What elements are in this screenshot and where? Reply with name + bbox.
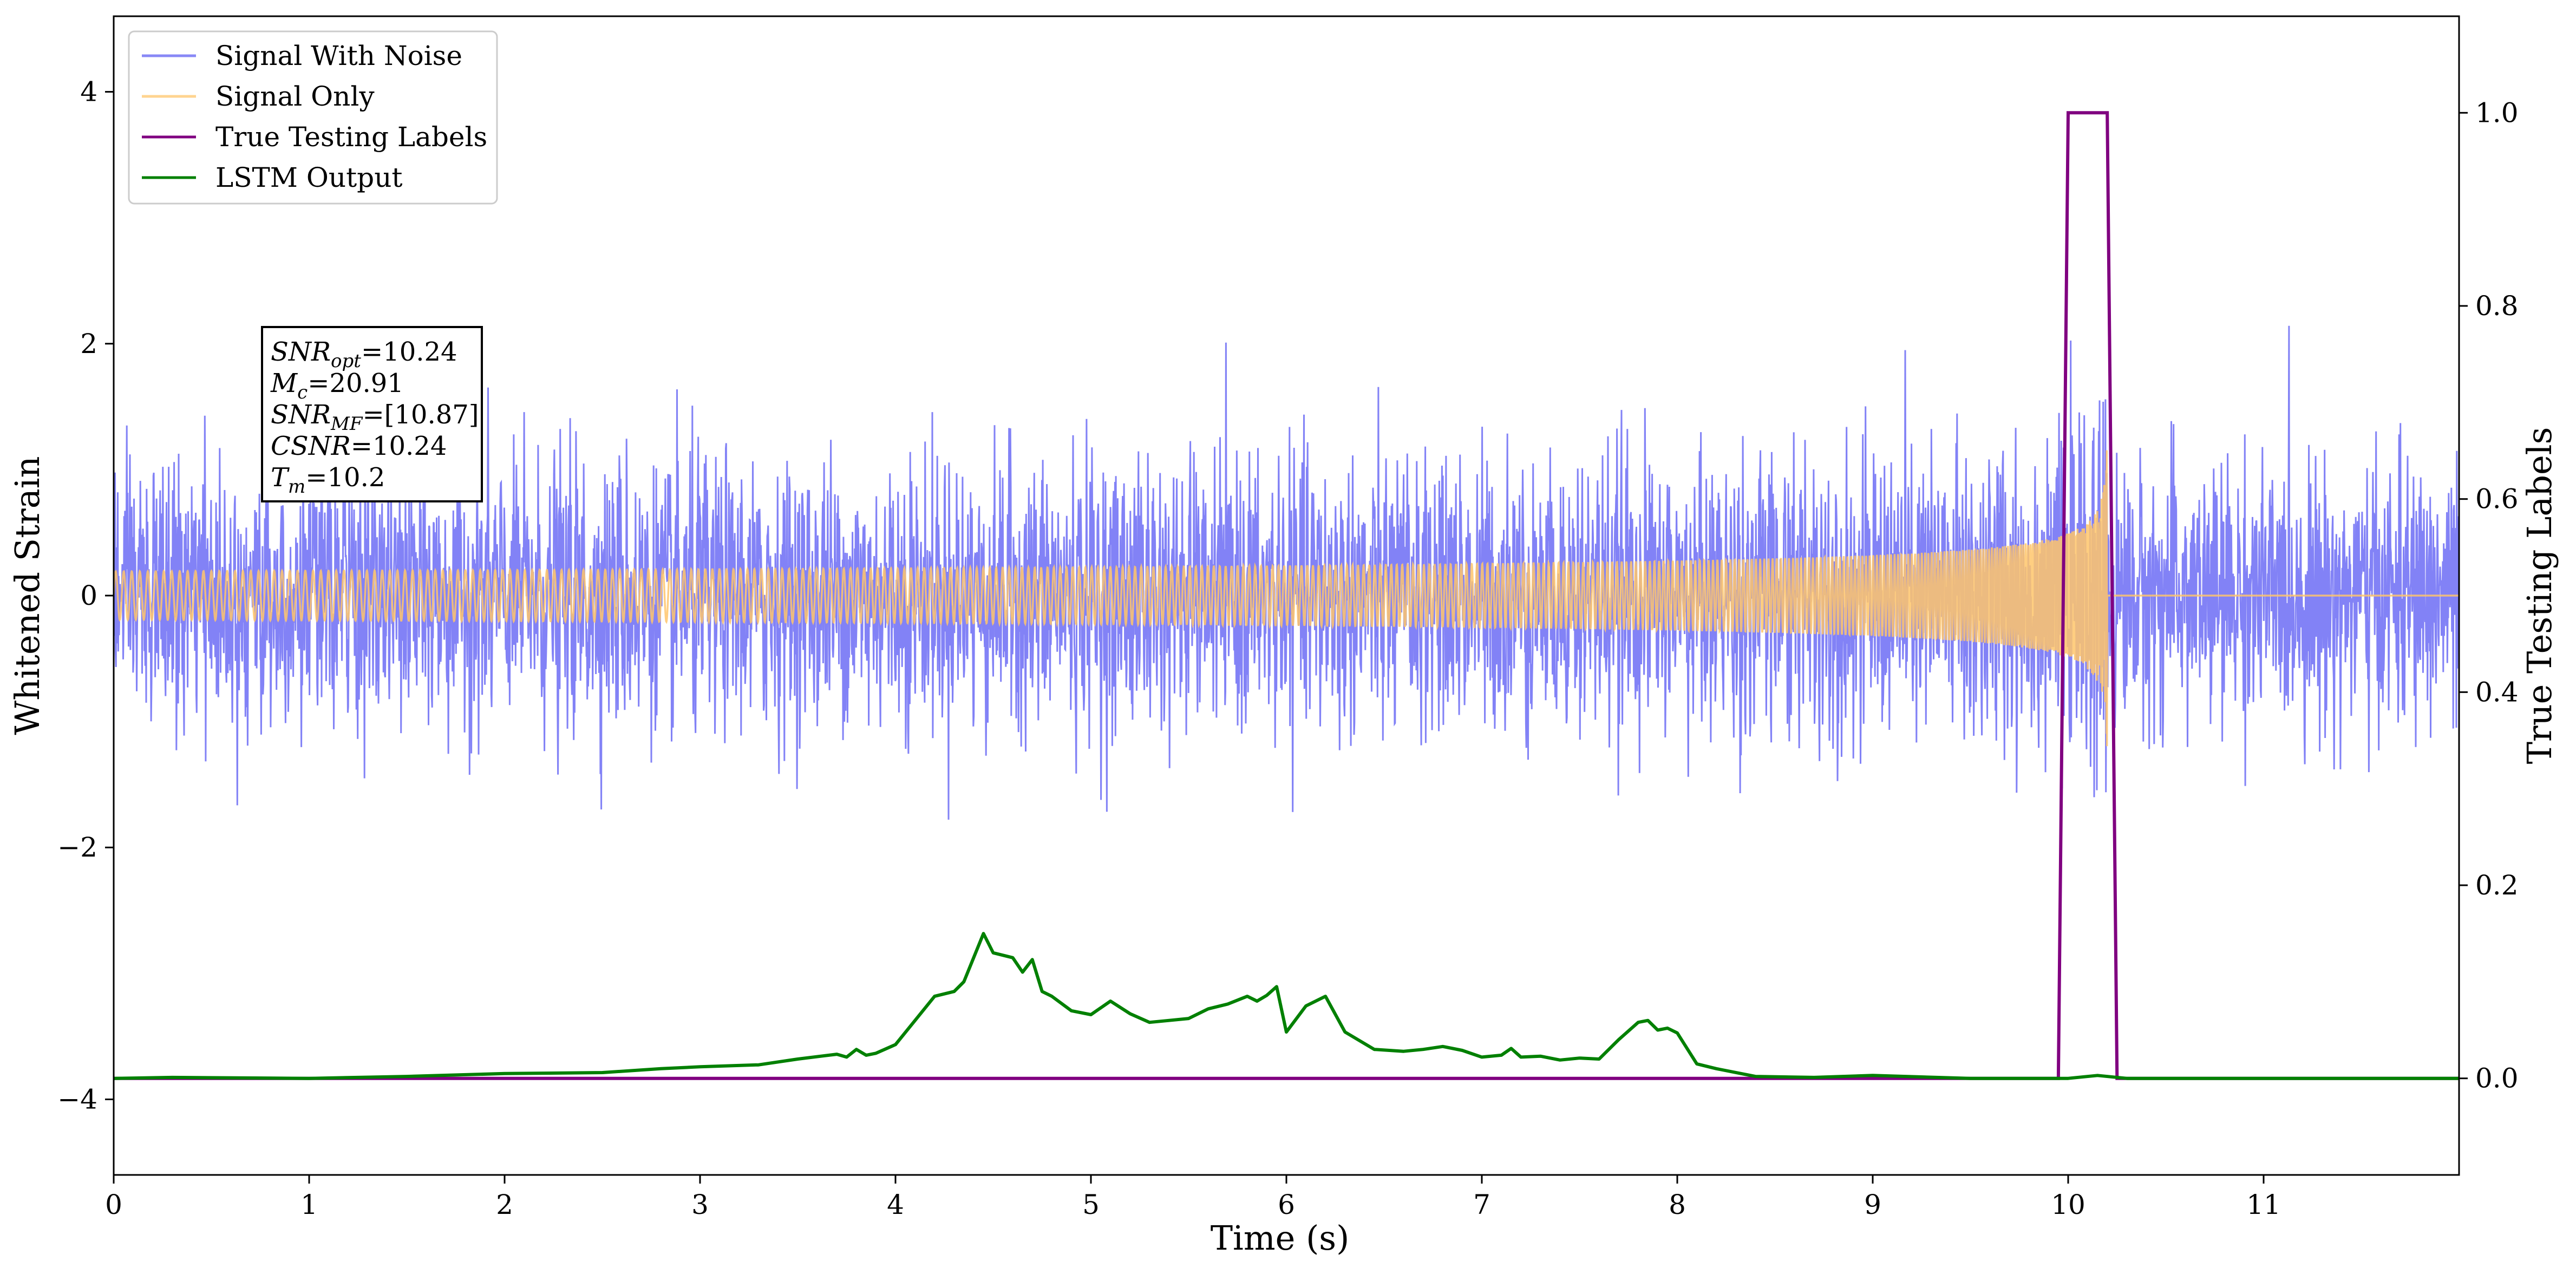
legend-label: True Testing Labels <box>215 121 487 153</box>
annotation-symbol: T <box>271 462 290 493</box>
y2-tick-label: 0.6 <box>2475 484 2519 515</box>
annotation-subscript: c <box>297 382 308 403</box>
annotation-line: SNRMF=[10.87] <box>271 400 479 435</box>
annotation-line: CSNR=10.24 <box>271 431 447 461</box>
x-tick-label: 7 <box>1473 1189 1490 1220</box>
x-tick-label: 3 <box>691 1189 709 1220</box>
legend: Signal With Noise Signal Only True Testing… <box>128 30 498 205</box>
annotation-line: SNRopt=10.24 <box>271 337 457 372</box>
annotation-value: =10.24 <box>351 431 447 461</box>
x-axis: 0 1 2 3 4 5 6 7 8 9 10 11 <box>105 1175 2281 1220</box>
x-tick-label: 11 <box>2246 1189 2281 1220</box>
y-tick-label: 2 <box>80 328 97 360</box>
x-tick-label: 10 <box>2051 1189 2085 1220</box>
annotation-subscript: m <box>288 476 305 498</box>
annotation-value: =20.91 <box>308 368 404 398</box>
annotation-value: =[10.87] <box>362 400 479 430</box>
y2-tick-label: 0.0 <box>2475 1063 2519 1094</box>
legend-label: Signal Only <box>215 81 375 112</box>
x-tick-label: 2 <box>496 1189 513 1220</box>
annotation-value: =10.24 <box>361 337 457 367</box>
parameter-annotation: SNRopt=10.24Mc=20.91SNRMF=[10.87]CSNR=10… <box>261 326 483 502</box>
annotation-symbol: CSNR <box>271 431 351 461</box>
legend-label: LSTM Output <box>215 162 402 193</box>
x-tick-label: 8 <box>1669 1189 1686 1220</box>
y-tick-label: 0 <box>80 580 97 611</box>
y2-tick-label: 0.4 <box>2475 676 2519 708</box>
annotation-line: Mc=20.91 <box>270 368 404 403</box>
annotation-line: Tm=10.2 <box>271 462 385 498</box>
series-layer <box>114 111 2459 1080</box>
legend-frame <box>128 30 498 205</box>
x-tick-label: 0 <box>105 1189 122 1220</box>
annotation-subscript: opt <box>331 350 361 372</box>
y2-tick-label: 0.8 <box>2475 290 2519 322</box>
y-axis-label-right: True Testing Labels <box>2520 427 2559 765</box>
y-axis-right: 0.0 0.2 0.4 0.6 0.8 1.0 <box>2459 97 2519 1094</box>
x-tick-label: 9 <box>1864 1189 1881 1220</box>
x-tick-label: 5 <box>1082 1189 1100 1220</box>
x-tick-label: 1 <box>300 1189 318 1220</box>
annotation-box <box>261 326 483 502</box>
annotation-symbol: SNR <box>271 400 331 430</box>
series-signal-only <box>114 450 2459 747</box>
y-tick-label: −4 <box>57 1083 97 1115</box>
annotation-symbol: SNR <box>271 337 331 367</box>
y2-tick-label: 0.2 <box>2475 870 2519 901</box>
annotation-symbol: M <box>270 368 298 398</box>
x-axis-label: Time (s) <box>1211 1218 1350 1258</box>
y2-tick-label: 1.0 <box>2475 97 2519 128</box>
y-axis-label-left: Whitened Strain <box>8 456 47 735</box>
x-tick-label: 4 <box>887 1189 904 1220</box>
y-axis-left: −4 −2 0 2 4 <box>57 76 114 1115</box>
legend-label: Signal With Noise <box>215 40 462 71</box>
annotation-value: =10.2 <box>305 462 385 493</box>
y-tick-label: 4 <box>80 76 97 108</box>
x-tick-label: 6 <box>1278 1189 1295 1220</box>
annotation-subscript: MF <box>330 413 363 435</box>
y-tick-label: −2 <box>57 832 97 863</box>
series-lstm-output <box>114 932 2459 1080</box>
